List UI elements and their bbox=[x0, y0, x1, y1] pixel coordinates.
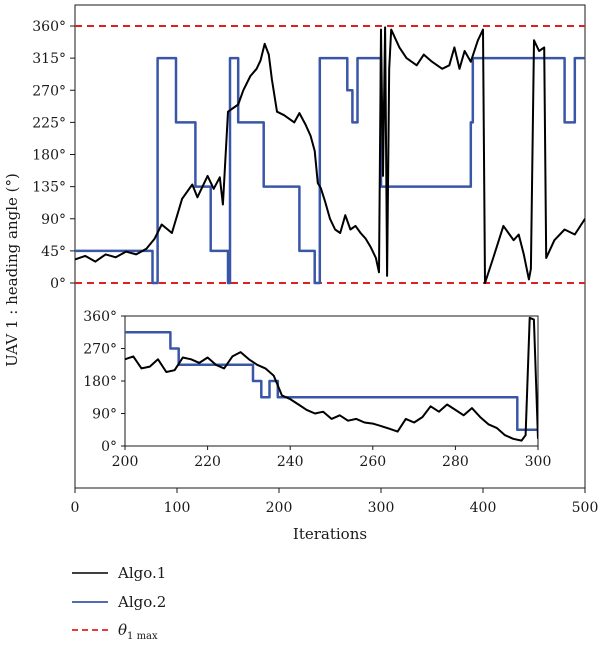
main-plot: 0 100 200 300 400 500 0° 45° 90° 135° 180° 225° 270°… bbox=[32, 4, 599, 516]
main-y-tick-label: 90° bbox=[41, 212, 66, 228]
legend-label-1: Algo.1 bbox=[117, 564, 166, 582]
main-x-tick-label: 500 bbox=[572, 500, 599, 516]
main-y-tick-label: 315° bbox=[32, 51, 66, 67]
main-y-tick-label: 180° bbox=[32, 148, 66, 164]
y-axis-title: UAV 1 : heading angle (°) bbox=[3, 173, 21, 367]
inset-frame bbox=[124, 315, 539, 447]
main-y-tick-label: 135° bbox=[32, 180, 66, 196]
legend-label-2: Algo.2 bbox=[117, 593, 166, 611]
inset-y-tick-label: 90° bbox=[92, 407, 117, 423]
main-y-tick-label: 225° bbox=[32, 115, 66, 131]
main-x-tick-label: 100 bbox=[164, 500, 191, 516]
inset-y-tick-label: 270° bbox=[83, 342, 117, 358]
main-x-tick-label: 200 bbox=[266, 500, 293, 516]
inset-x-tick-label: 240 bbox=[277, 454, 304, 470]
inset-series-algo2-line bbox=[125, 331, 538, 432]
main-series-algo1-line bbox=[75, 26, 585, 284]
inset-x-tick-label: 300 bbox=[525, 454, 552, 470]
inset-plot: 200 220 240 260 280 300 0° 90° 180° 270° 360° bbox=[83, 309, 551, 470]
inset-x-tick-label: 220 bbox=[194, 454, 221, 470]
main-x-tick-label: 400 bbox=[470, 500, 497, 516]
main-frame bbox=[74, 4, 586, 489]
main-x-tick-label: 0 bbox=[71, 500, 80, 516]
inset-x-tick-label: 260 bbox=[359, 454, 386, 470]
main-y-tick-label: 45° bbox=[41, 244, 66, 260]
main-x-tick-label: 300 bbox=[368, 500, 395, 516]
inset-y-tick-label: 360° bbox=[83, 309, 117, 325]
inset-y-tick-label: 180° bbox=[83, 374, 117, 390]
legend: Algo.1 Algo.2 θ1 max bbox=[72, 564, 166, 642]
inset-series-algo1-line bbox=[125, 316, 538, 442]
main-y-tick-label: 270° bbox=[32, 83, 66, 99]
x-axis-title: Iterations bbox=[293, 525, 367, 543]
main-series-algo2-line bbox=[75, 56, 585, 285]
inset-x-tick-label: 280 bbox=[442, 454, 469, 470]
main-y-tick-label: 360° bbox=[32, 19, 66, 35]
main-y-tick-label: 0° bbox=[50, 276, 66, 292]
legend-label-3: θ1 max bbox=[118, 621, 158, 642]
inset-y-tick-label: 0° bbox=[101, 439, 117, 455]
inset-x-tick-label: 200 bbox=[112, 454, 139, 470]
